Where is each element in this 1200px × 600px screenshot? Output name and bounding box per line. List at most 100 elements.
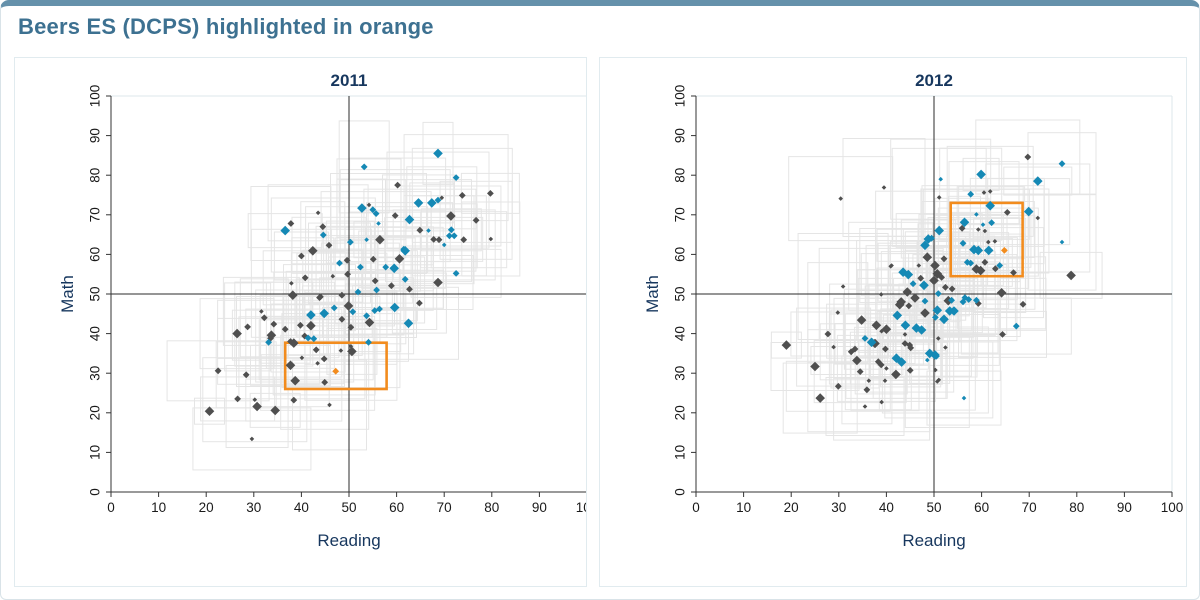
- blue-diamond-marker: [898, 267, 908, 277]
- ci-box: [270, 197, 376, 273]
- gray-diamond-marker: [317, 293, 324, 301]
- gray-diamond-marker: [338, 315, 346, 323]
- ci-box: [260, 315, 376, 411]
- gray-diamond-marker: [905, 302, 913, 310]
- gray-diamond-marker: [348, 344, 354, 349]
- ci-box: [302, 249, 364, 303]
- gray-diamond-marker: [866, 378, 872, 383]
- blue-diamond-marker: [372, 210, 380, 217]
- blue-diamond-marker: [426, 228, 431, 233]
- gray-diamond-marker: [343, 256, 351, 264]
- orange-marker-series: [332, 367, 340, 375]
- blue-diamond-marker: [404, 214, 415, 225]
- gray-diamond-marker: [242, 371, 250, 379]
- orange-diamond-marker: [1001, 247, 1008, 254]
- gray-diamond-marker: [902, 287, 913, 297]
- scatter-panel-2011: 0 10 20 30 40 50 60 70 80 90 100 0 10 20 30 40 50 60 70 80 9…: [14, 57, 587, 587]
- ci-box: [926, 370, 1002, 426]
- ci-box: [918, 213, 1008, 273]
- y-tick-label: 30: [88, 366, 103, 381]
- gray-diamond-marker: [901, 340, 909, 347]
- blue-diamond-marker: [866, 337, 877, 348]
- x-tick-label: 70: [437, 500, 452, 515]
- y-tick-label: 80: [88, 168, 103, 183]
- gray-diamond-marker: [840, 284, 846, 289]
- blue-diamond-marker: [336, 259, 343, 267]
- gray-diamond-marker: [416, 226, 424, 234]
- ci-box: [338, 120, 390, 214]
- ci-box: [876, 228, 974, 262]
- y-tick-label: 30: [673, 366, 688, 381]
- ci-box: [192, 407, 312, 471]
- blue-diamond-marker: [365, 338, 372, 346]
- ci-box: [948, 211, 1030, 289]
- blue-diamond-marker: [938, 176, 943, 182]
- blue-diamond-marker: [304, 334, 312, 342]
- blue-diamond-marker: [400, 246, 410, 256]
- blue-diamond-marker: [959, 217, 970, 228]
- blue-diamond-marker: [924, 348, 935, 359]
- blue-diamond-marker: [433, 148, 443, 159]
- gray-diamond-marker: [287, 220, 295, 227]
- ci-box: [260, 354, 330, 408]
- x-tick-label: 100: [576, 500, 586, 515]
- gray-diamond-marker: [986, 239, 991, 245]
- x-tick-label: 20: [784, 500, 799, 515]
- panel-title: 2012: [915, 71, 953, 90]
- ci-box-layer: [166, 120, 521, 471]
- y-tick-label: 100: [673, 85, 688, 108]
- x-tick-label: 40: [294, 500, 309, 515]
- gray-diamond-marker: [982, 228, 988, 234]
- blue-diamond-marker: [357, 203, 367, 213]
- beers-es-highlight-rect: [283, 341, 388, 391]
- ci-box: [430, 203, 478, 269]
- blue-diamond-marker: [413, 198, 424, 208]
- ci-box: [890, 138, 992, 220]
- y-tick-label: 50: [88, 286, 103, 301]
- gray-diamond-marker: [879, 328, 884, 334]
- ci-box: [909, 268, 999, 354]
- gray-diamond-marker: [330, 273, 336, 279]
- x-tick-label: 50: [926, 500, 941, 515]
- gray-diamond-marker: [992, 265, 999, 273]
- gray-diamond-marker: [285, 360, 296, 371]
- blue-diamond-marker: [389, 263, 399, 274]
- x-tick-label: 70: [1022, 500, 1037, 515]
- blue-diamond-marker: [265, 338, 272, 346]
- blue-diamond-marker: [985, 200, 995, 211]
- gray-diamond-marker: [458, 192, 466, 199]
- gray-diamond-marker: [891, 369, 901, 380]
- ci-box: [330, 173, 427, 274]
- gray-diamond-marker: [338, 348, 344, 353]
- gray-diamond-marker: [852, 355, 862, 366]
- y-tick-label: 100: [88, 85, 103, 108]
- blue-diamond-marker: [900, 320, 911, 331]
- ci-box: [385, 179, 472, 283]
- gray-diamond-marker: [958, 224, 966, 232]
- blue-diamond-marker: [1023, 206, 1034, 217]
- ci-box: [880, 308, 942, 388]
- gray-diamond-marker: [838, 196, 843, 201]
- gray-diamond-marker: [320, 355, 328, 363]
- blue-diamond-marker: [447, 226, 455, 234]
- ci-box: [962, 157, 1000, 191]
- gray-diamond-marker: [301, 274, 309, 282]
- ci-box: [1027, 193, 1097, 291]
- gray-diamond-marker: [907, 344, 915, 352]
- gray-diamond-marker: [981, 258, 989, 266]
- gray-diamond-marker: [831, 344, 836, 350]
- gray-diamond-marker: [433, 277, 443, 288]
- gray-diamond-marker: [943, 345, 948, 350]
- blue-diamond-marker: [347, 238, 354, 246]
- ci-box: [250, 344, 331, 386]
- y-tick-label: 90: [88, 128, 103, 143]
- blue-marker-series: [861, 160, 1066, 401]
- blue-diamond-marker: [434, 196, 442, 204]
- orange-diamond-marker: [332, 367, 340, 375]
- gray-diamond-marker: [916, 263, 922, 268]
- gray-diamond-marker: [338, 291, 346, 299]
- blue-diamond-marker: [376, 305, 383, 313]
- gray-diamond-marker: [327, 402, 332, 408]
- ci-box: [914, 279, 974, 359]
- ci-box: [406, 166, 478, 230]
